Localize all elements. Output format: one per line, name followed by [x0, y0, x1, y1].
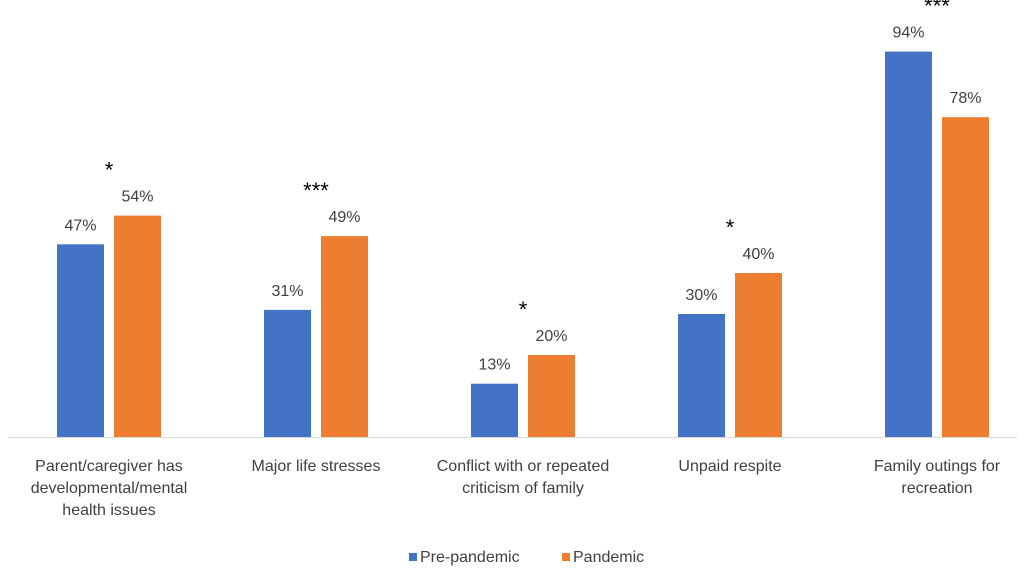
data-label-1-4: 78%	[949, 90, 981, 107]
category-label-4: Family outings for recreation	[874, 458, 1001, 497]
data-label-1-3: 40%	[742, 246, 774, 263]
data-labels-layer: 47% 54% 31% 49% 13% 20% 30% 40% 94% 78%	[64, 25, 981, 374]
category-label-0: Parent/caregiver has developmental/mental…	[31, 458, 188, 519]
category-label-line: Major life stresses	[252, 458, 381, 475]
bar-pandemic-1	[321, 236, 368, 437]
data-label-0-4: 94%	[892, 25, 924, 42]
category-label-line: Family outings for	[874, 458, 1001, 475]
data-label-0-3: 30%	[685, 287, 717, 304]
category-label-line: criticism of family	[462, 480, 584, 497]
data-label-0-0: 47%	[64, 217, 96, 234]
bar-pandemic-3	[735, 273, 782, 437]
bars-layer	[57, 51, 989, 437]
data-label-1-2: 20%	[535, 328, 567, 345]
category-label-line: developmental/mental	[31, 480, 188, 497]
bar-pandemic-0	[114, 215, 161, 437]
significance-marker-4: ***	[924, 0, 950, 19]
bar-pre-pandemic-4	[885, 51, 932, 437]
category-label-line: Unpaid respite	[678, 458, 781, 475]
data-label-0-2: 13%	[478, 357, 510, 374]
category-label-3: Unpaid respite	[678, 458, 781, 475]
category-label-line: Parent/caregiver has	[35, 458, 183, 475]
legend: Pre-pandemic Pandemic	[409, 549, 644, 566]
legend-label-0: Pre-pandemic	[420, 549, 520, 566]
bar-pandemic-4	[942, 117, 989, 437]
legend-label-1: Pandemic	[573, 549, 644, 566]
significance-markers-layer: *********	[105, 0, 951, 322]
bar-pre-pandemic-0	[57, 244, 104, 437]
bar-pre-pandemic-1	[264, 309, 311, 437]
data-label-1-1: 49%	[328, 209, 360, 226]
significance-marker-0: *	[105, 158, 114, 183]
bar-pre-pandemic-3	[678, 314, 725, 437]
data-label-1-0: 54%	[121, 189, 153, 206]
category-label-line: health issues	[62, 502, 155, 519]
category-label-line: Conflict with or repeated	[437, 458, 610, 475]
significance-marker-2: *	[519, 297, 528, 322]
category-label-2: Conflict with or repeated criticism of fa…	[437, 458, 610, 497]
category-label-line: recreation	[901, 480, 972, 497]
category-labels-layer: Parent/caregiver has developmental/mental…	[31, 458, 1001, 519]
data-label-0-1: 31%	[271, 283, 303, 300]
significance-marker-1: ***	[303, 178, 329, 203]
category-label-1: Major life stresses	[252, 458, 381, 475]
significance-marker-3: *	[726, 215, 735, 240]
bar-pandemic-2	[528, 355, 575, 437]
legend-swatch-0	[409, 553, 417, 561]
legend-swatch-1	[562, 553, 570, 561]
bar-pre-pandemic-2	[471, 383, 518, 437]
